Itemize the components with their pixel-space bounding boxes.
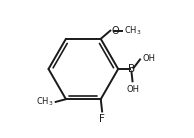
Text: F: F [99,114,105,124]
Text: O: O [111,26,119,36]
Text: B: B [128,64,135,74]
Text: CH$_3$: CH$_3$ [36,96,54,108]
Text: CH$_3$: CH$_3$ [124,24,141,37]
Text: OH: OH [143,54,156,63]
Text: OH: OH [126,85,139,94]
